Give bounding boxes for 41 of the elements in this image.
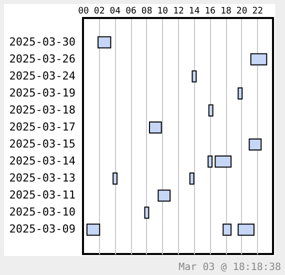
x-tick-label: 06	[126, 6, 136, 16]
bar	[86, 224, 100, 236]
bar	[208, 156, 213, 168]
bar	[144, 206, 150, 219]
bar	[112, 172, 118, 185]
text: Mar 03 @ 18:18:38	[178, 262, 281, 273]
bar	[192, 70, 197, 82]
y-tick-label: 2025-03-15	[9, 138, 76, 151]
y-tick-label: 2025-03-13	[9, 172, 76, 185]
y-tick-label: 2025-03-26	[9, 52, 76, 66]
x-tick-label: 10	[157, 6, 168, 16]
y-tick-label: 2025-03-11	[9, 188, 76, 202]
bar	[222, 224, 232, 236]
x-tick-label: 12	[173, 6, 184, 16]
x-tick-label: 00	[78, 6, 89, 16]
x-tick-label: 20	[236, 6, 248, 16]
y-tick-label: 2025-03-30	[9, 35, 76, 48]
bar	[149, 121, 162, 134]
bar	[238, 87, 243, 100]
y-tick-label: 2025-03-10	[9, 206, 76, 219]
y-tick-label: 2025-03-17	[9, 120, 76, 134]
x-tick-label: 08	[141, 6, 152, 16]
x-tick-label: 14	[188, 6, 200, 16]
x-tick-label: 04	[110, 6, 121, 16]
bar	[214, 156, 232, 168]
y-tick-label: 2025-03-24	[9, 69, 76, 82]
x-tick-label: 02	[94, 6, 105, 16]
bar	[250, 53, 268, 66]
x-tick-label: 18	[220, 6, 232, 16]
x-tick-label: 16	[204, 6, 216, 16]
y-tick-label: 2025-03-18	[9, 103, 76, 116]
x-tick-label: 22	[252, 6, 264, 16]
bar	[98, 36, 112, 48]
y-tick-label: 2025-03-14	[9, 154, 76, 168]
bar	[248, 138, 262, 151]
y-tick-label: 2025-03-09	[9, 222, 76, 236]
bar	[158, 190, 171, 202]
bar	[208, 104, 214, 116]
y-tick-label: 2025-03-19	[9, 86, 76, 100]
bar	[238, 224, 254, 236]
bar	[189, 172, 194, 185]
